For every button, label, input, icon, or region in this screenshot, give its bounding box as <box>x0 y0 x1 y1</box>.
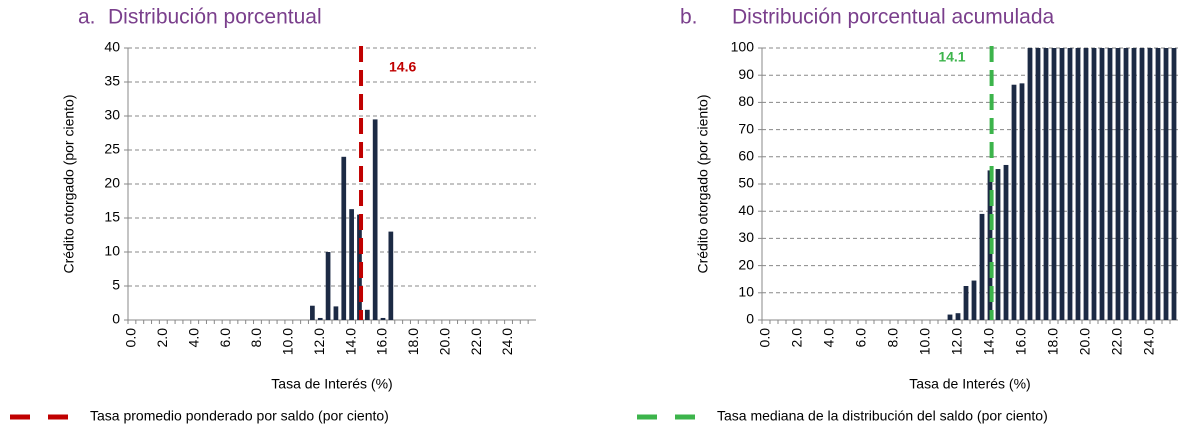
x-tick-label: 2.0 <box>154 328 170 348</box>
x-tick-label: 2.0 <box>789 328 805 348</box>
bar <box>1011 84 1017 320</box>
bar <box>1083 48 1089 320</box>
bar <box>1067 48 1073 320</box>
bar <box>1075 48 1081 320</box>
x-tick-label: 18.0 <box>1045 328 1061 355</box>
y-tick-label: 100 <box>731 39 755 55</box>
bar <box>971 280 977 320</box>
bar <box>372 119 378 321</box>
y-tick-label: 0 <box>112 311 120 327</box>
x-tick-label: 20.0 <box>1077 328 1093 355</box>
bar <box>1107 48 1113 320</box>
bar <box>380 317 386 320</box>
bar <box>995 169 1001 320</box>
bar <box>364 309 370 320</box>
bar <box>349 209 354 320</box>
bar <box>1163 48 1169 320</box>
legend-label: Tasa promedio ponderado por saldo (por c… <box>90 408 389 424</box>
y-tick-label: 60 <box>738 148 754 164</box>
y-tick-label: 20 <box>104 175 120 191</box>
x-axis-title: Tasa de Interés (%) <box>909 376 1030 392</box>
x-tick-label: 24.0 <box>499 328 515 355</box>
x-tick-label: 18.0 <box>405 328 421 355</box>
x-tick-label: 14.0 <box>981 328 997 355</box>
y-tick-label: 40 <box>738 202 754 218</box>
x-tick-label: 4.0 <box>821 328 837 348</box>
y-tick-label: 25 <box>104 141 120 157</box>
x-tick-label: 6.0 <box>217 328 233 348</box>
bar <box>1043 48 1049 320</box>
y-tick-label: 35 <box>104 73 120 89</box>
x-tick-label: 6.0 <box>853 328 869 348</box>
x-tick-label: 22.0 <box>468 328 484 355</box>
bar <box>979 213 985 320</box>
y-axis-title: Crédito otorgado (por ciento) <box>61 95 77 274</box>
x-tick-label: 12.0 <box>949 328 965 355</box>
x-tick-label: 0.0 <box>757 328 773 348</box>
y-tick-label: 80 <box>738 93 754 109</box>
bar <box>325 252 331 320</box>
y-tick-label: 0 <box>746 311 754 327</box>
chart-title: Distribución porcentual acumulada <box>732 6 1054 29</box>
y-axis-title: Crédito otorgado (por ciento) <box>695 95 711 274</box>
bar <box>1131 48 1137 320</box>
bar <box>1171 48 1177 320</box>
bar <box>1115 48 1121 320</box>
x-tick-label: 8.0 <box>885 328 901 348</box>
bar <box>310 305 315 320</box>
bar <box>1123 48 1129 320</box>
x-tick-label: 20.0 <box>436 328 452 355</box>
bar <box>1155 48 1161 320</box>
bar <box>317 317 323 320</box>
x-tick-label: 0.0 <box>123 328 139 348</box>
y-tick-label: 5 <box>112 277 120 293</box>
x-tick-label: 8.0 <box>248 328 264 348</box>
reference-label: 14.6 <box>389 59 416 75</box>
x-tick-label: 4.0 <box>185 328 201 348</box>
panel-label: b. <box>680 6 698 29</box>
x-tick-label: 10.0 <box>917 328 933 355</box>
y-tick-label: 50 <box>738 175 754 191</box>
bar <box>1003 164 1009 320</box>
bar <box>955 313 961 320</box>
bar <box>947 314 953 320</box>
chart-title: Distribución porcentual <box>108 6 322 29</box>
bar <box>963 286 969 320</box>
x-tick-label: 16.0 <box>374 328 390 355</box>
bar <box>1019 83 1025 320</box>
bar <box>1059 48 1065 320</box>
y-tick-label: 30 <box>104 107 120 123</box>
bar <box>1035 48 1041 320</box>
bar <box>1091 48 1097 320</box>
y-tick-label: 20 <box>738 256 754 272</box>
y-tick-label: 30 <box>738 229 754 245</box>
x-axis-title: Tasa de Interés (%) <box>271 376 392 392</box>
y-tick-label: 15 <box>104 209 120 225</box>
bar <box>1139 48 1145 320</box>
bar <box>1051 48 1057 320</box>
y-tick-label: 90 <box>738 66 754 82</box>
bar <box>1147 48 1153 320</box>
bar <box>388 231 394 320</box>
x-tick-label: 14.0 <box>342 328 358 355</box>
bar <box>1027 48 1033 320</box>
y-tick-label: 10 <box>104 243 120 259</box>
x-tick-label: 12.0 <box>311 328 327 355</box>
x-tick-label: 10.0 <box>280 328 296 355</box>
x-tick-label: 16.0 <box>1013 328 1029 355</box>
x-tick-label: 22.0 <box>1109 328 1125 355</box>
y-tick-label: 10 <box>738 284 754 300</box>
bar <box>341 156 347 320</box>
panel-label: a. <box>78 6 96 29</box>
y-tick-label: 70 <box>738 120 754 136</box>
bar <box>1099 48 1105 320</box>
y-tick-label: 40 <box>104 39 120 55</box>
legend-label: Tasa mediana de la distribución del sald… <box>717 408 1048 424</box>
reference-label: 14.1 <box>938 49 965 65</box>
bar <box>333 306 339 320</box>
x-tick-label: 24.0 <box>1141 328 1157 355</box>
